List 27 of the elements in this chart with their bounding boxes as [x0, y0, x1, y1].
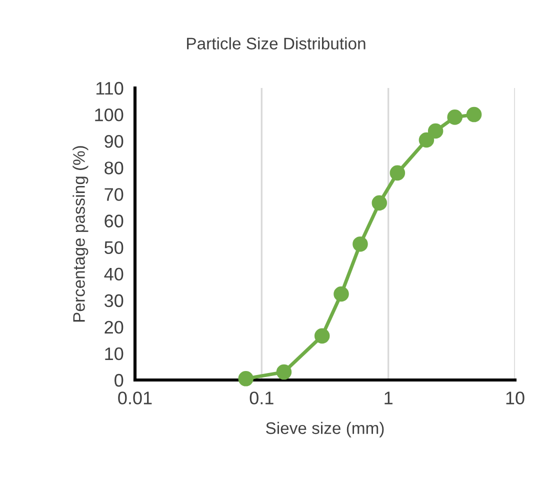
x-tick-label: 1 — [384, 392, 392, 404]
x-tick-label: 0.01 — [118, 392, 152, 404]
y-tick-label: 50 — [104, 241, 124, 254]
point — [314, 328, 330, 344]
point — [428, 123, 444, 139]
y-tick-label: 90 — [104, 135, 124, 148]
y-tick-label: 30 — [104, 294, 124, 308]
point — [334, 286, 349, 302]
y-tick-label: 0 — [114, 374, 124, 387]
y-tick-label: 110 — [96, 82, 124, 95]
chart-title: Particle Size Distribution — [187, 37, 366, 50]
point — [372, 195, 388, 211]
y-tick-label: 20 — [104, 320, 124, 334]
x-tick-label: 0.1 — [250, 392, 274, 404]
y-axis-title: Percentage passing (%) — [72, 146, 88, 322]
x-axis-title: Sieve size (mm) — [266, 422, 384, 438]
y-tick-label: 100 — [95, 108, 124, 122]
y-tick-label: 80 — [104, 162, 124, 174]
y-tick-label: 70 — [104, 188, 124, 201]
point — [447, 110, 462, 125]
y-tick-label: 10 — [105, 347, 124, 360]
x-tick-label: 10 — [506, 392, 524, 404]
y-tick-label: 60 — [104, 214, 124, 228]
point — [466, 106, 482, 122]
point — [390, 165, 406, 181]
y-tick-label: 40 — [104, 268, 124, 281]
point — [352, 236, 368, 252]
